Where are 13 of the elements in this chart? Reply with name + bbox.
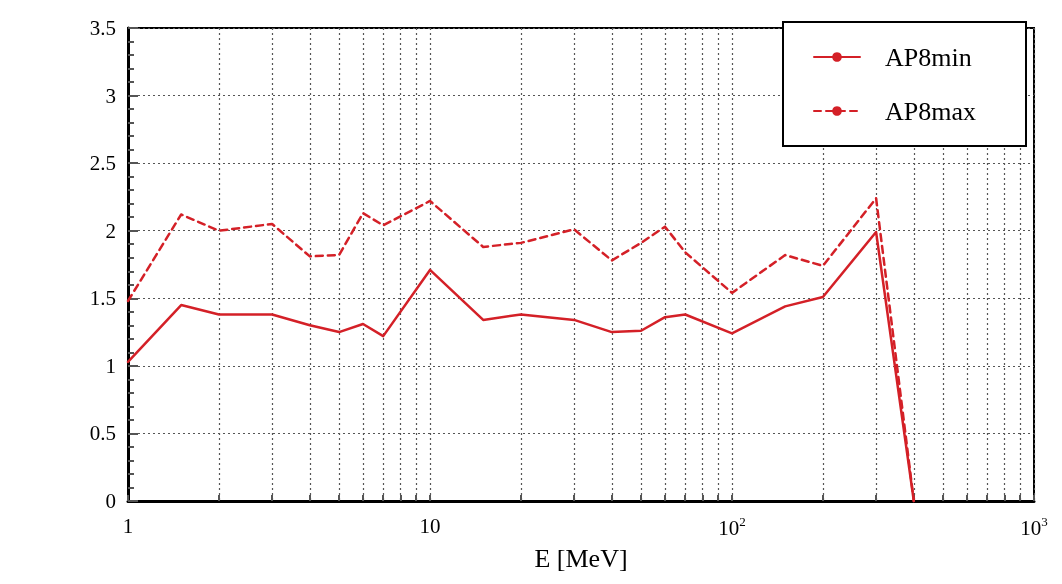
y-tick-label: 1.5 bbox=[89, 286, 116, 311]
legend-label: AP8max bbox=[885, 96, 976, 126]
x-tick-label: 1 bbox=[122, 513, 134, 538]
y-tick-label: 3.5 bbox=[89, 16, 116, 40]
y-tick-label: 1 bbox=[105, 353, 116, 378]
y-tick-label: 3 bbox=[105, 83, 116, 108]
y-tick-label: 2 bbox=[105, 218, 116, 243]
x-tick-label: 10 bbox=[419, 513, 441, 538]
y-tick-label: 2.5 bbox=[89, 151, 116, 176]
y-tick-label: 0 bbox=[105, 489, 116, 513]
y-tick-label: 0.5 bbox=[89, 421, 116, 446]
x-axis-title: E [MeV] bbox=[534, 543, 628, 573]
legend-label: AP8min bbox=[885, 42, 972, 72]
